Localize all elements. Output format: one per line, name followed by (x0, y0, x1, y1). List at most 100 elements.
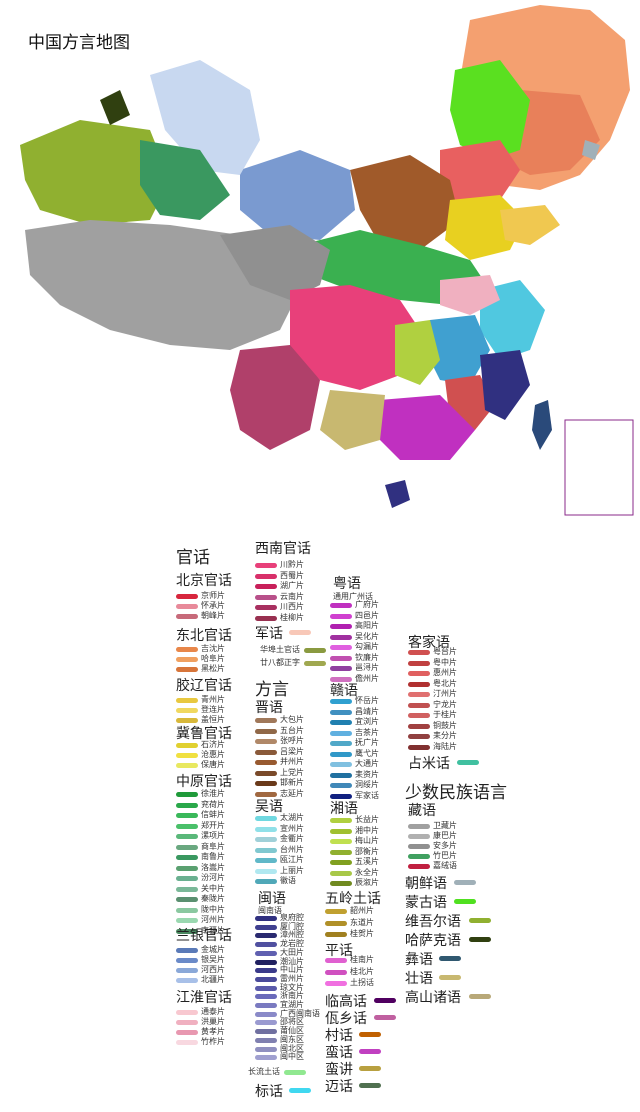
legend-xiang-item-0-swatch (330, 818, 352, 823)
legend-zhongyuan-item-1-label: 兖荷片 (201, 799, 225, 809)
legend-lanyin-item-3-swatch (176, 978, 198, 983)
legend-min-item-13-swatch (255, 1029, 277, 1035)
legend-min-item-1-label: 厦门腔 (280, 921, 304, 931)
legend-xinan-item-0-swatch (255, 563, 277, 568)
legend-xiang-item-2-swatch (330, 839, 352, 844)
legend-zang-item-2-label: 安多片 (433, 841, 457, 850)
legend-zhongyuan-item-5-label: 商阜片 (201, 841, 225, 851)
legend-jin-item-4-label: 并州片 (280, 757, 304, 766)
legend-xiang-item-1-swatch (330, 828, 352, 834)
legend-jin-item-0-label: 大包片 (280, 715, 304, 724)
legend-other-1-swatch (374, 1015, 396, 1020)
legend-gan-item-2-swatch (330, 720, 352, 725)
legend-jianghuai-item-3-swatch (176, 1040, 198, 1045)
map-title: 中国方言地图 (28, 33, 130, 53)
legend-kejia-item-5-label: 宁龙片 (433, 699, 457, 709)
legend-gan-item-4-label: 抚广片 (355, 738, 379, 747)
legend-dongbei-item-0-swatch (176, 647, 198, 652)
legend-min-item-10-swatch (255, 1003, 277, 1008)
legend-other-3-label: 蛮话 (325, 1045, 353, 1061)
legend-zhongyuan-item-0-swatch (176, 792, 198, 797)
legend-minority-0-label: 朝鲜语 (405, 876, 447, 892)
legend-wuling-header: 五岭土话 (325, 891, 381, 907)
legend-dongbei-item-1-swatch (176, 657, 198, 662)
legend-yue-item-7-label: 儋州片 (355, 673, 379, 683)
legend-lanyin-item-2-label: 河西片 (201, 965, 225, 974)
legend-yue-item-6-label: 邕浔片 (355, 663, 379, 672)
legend-ping-header: 平话 (325, 943, 353, 959)
legend-wuling-item-1-label: 东道片 (350, 917, 374, 927)
legend-zang-item-4-swatch (408, 864, 430, 869)
legend-other-5-swatch (359, 1083, 381, 1088)
legend-zhongyuan-item-10-swatch (176, 897, 198, 902)
legend-kejia-item-7-label: 铜鼓片 (433, 720, 457, 730)
legend-xinan-item-4-swatch (255, 605, 277, 610)
legend-gan-item-4-swatch (330, 741, 352, 746)
legend-other-0-swatch (374, 998, 396, 1003)
region-kazakh (100, 90, 130, 125)
legend-xinan-item-5-swatch (255, 615, 277, 621)
legend-jin-item-3-swatch (255, 749, 277, 755)
legend-zhongyuan-item-6-label: 南鲁片 (201, 852, 225, 861)
legend-zhongyuan-item-9-swatch (176, 886, 198, 892)
south-sea-inset (564, 419, 634, 516)
region-jin (350, 155, 460, 250)
legend-min-header: 闽语 (258, 891, 286, 907)
legend-zhanmi-swatch (457, 760, 479, 765)
legend-jilu-item-2-label: 保唐片 (201, 760, 225, 769)
legend-min-item-15-swatch (255, 1046, 277, 1052)
legend-wu-item-1-swatch (255, 826, 277, 832)
legend-wu-item-6-swatch (255, 879, 277, 884)
legend-beijing-item-1-label: 怀承片 (201, 601, 225, 610)
legend-minority-6-swatch (469, 994, 491, 999)
legend-shaoshu-header: 少数民族语言 (405, 783, 507, 803)
legend-yue-item-0-swatch (330, 603, 352, 608)
legend-gan-item-9-label: 军家话 (355, 790, 379, 800)
region-beijing-red (440, 140, 520, 210)
legend-jin-item-7-label: 志延片 (280, 788, 304, 798)
legend-jianghuai-item-1-label: 洪巢片 (201, 1017, 225, 1026)
legend-jianghuai-item-0-swatch (176, 1010, 198, 1015)
legend-dongbei-header: 东北官话 (176, 628, 232, 644)
legend-xiang-item-5-swatch (330, 870, 352, 876)
legend-minority-1-swatch (454, 899, 476, 904)
legend-biao-swatch (289, 1088, 311, 1093)
legend-kejia-item-6-label: 于桂片 (433, 710, 457, 719)
legend-min-item-16-swatch (255, 1055, 277, 1061)
legend-other-2-label: 村话 (325, 1028, 353, 1044)
legend-ping-item-0-label: 桂南片 (350, 955, 374, 964)
legend-xiang-item-0-label: 长益片 (355, 815, 379, 824)
legend-yue-item-4-swatch (330, 645, 352, 650)
legend-min-item-1-swatch (255, 924, 277, 930)
legend-xiang-item-3-swatch (330, 849, 352, 855)
legend-kejia-item-1-label: 粤中片 (433, 657, 457, 667)
legend-wu-item-3-swatch (255, 847, 277, 853)
legend-zhongyuan-item-11-label: 陇中片 (201, 904, 225, 914)
legend-jilu-item-1-swatch (176, 753, 198, 758)
legend-min-item-14-swatch (255, 1037, 277, 1043)
legend-ping-item-2-swatch (325, 981, 347, 986)
legend-changliu-label: 长流土话 (248, 1067, 280, 1076)
region-xinjiang-uyghur (20, 120, 170, 225)
legend-min-item-15-label: 闽北区 (280, 1043, 304, 1053)
legend-kejia-item-3-swatch (408, 681, 430, 687)
legend-gan-item-1-swatch (330, 709, 352, 715)
region-taiwan (532, 400, 552, 450)
legend-other-5-label: 迈话 (325, 1079, 353, 1095)
legend-gan-item-9-swatch (330, 793, 352, 799)
legend-jilu-item-0-swatch (176, 743, 198, 748)
legend-xiang-item-6-swatch (330, 881, 352, 886)
legend-wu-item-0-label: 太湖片 (280, 813, 304, 822)
legend-xinan-item-1-label: 西蜀片 (280, 570, 304, 580)
legend-zhongyuan-item-4-label: 漯项片 (201, 831, 225, 840)
legend-gan-item-8-swatch (330, 783, 352, 788)
legend-zang-item-0-label: 卫藏片 (433, 821, 457, 830)
region-anduo (220, 225, 330, 300)
legend-min-item-13-label: 莆仙区 (280, 1026, 304, 1036)
legend-xinan-item-2-swatch (255, 584, 277, 589)
legend-jin-item-5-label: 上党片 (280, 767, 304, 777)
legend-jilu-header: 冀鲁官话 (176, 726, 232, 742)
legend-dongbei-item-2-swatch (176, 667, 198, 672)
legend-xiang-item-4-label: 五溪片 (355, 857, 379, 866)
legend-junhua-label: 军话 (255, 626, 283, 642)
